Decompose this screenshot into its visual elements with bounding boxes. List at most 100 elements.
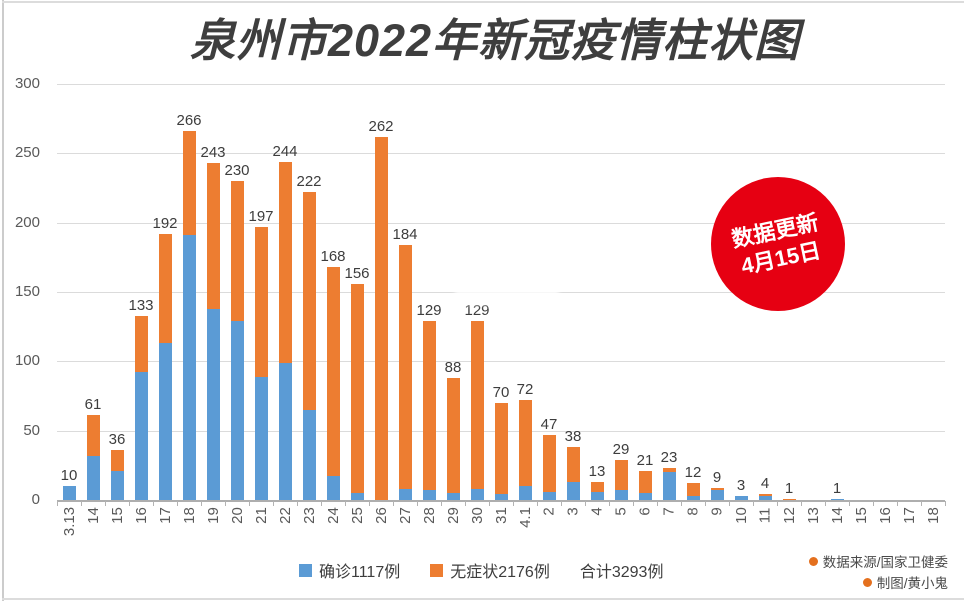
credit-source-line: 数据来源/国家卫健委 — [808, 551, 948, 571]
bar-segment-asymptomatic — [422, 321, 436, 491]
x-axis-tick — [873, 501, 874, 506]
credits: 数据来源/国家卫健委 制图/黄小鬼 — [808, 551, 948, 592]
bar-value-label: 168 — [320, 248, 346, 266]
y-tick-label: 0 — [31, 491, 40, 508]
bar-segment-confirmed — [110, 470, 124, 500]
bar-segment-asymptomatic — [710, 487, 724, 491]
x-axis-tick — [273, 501, 274, 506]
bar-segment-confirmed — [398, 488, 412, 500]
x-axis-tick — [897, 501, 898, 506]
x-tick-label: 2 — [540, 506, 558, 516]
bar-segment-asymptomatic — [758, 494, 772, 496]
x-axis-tick — [825, 501, 826, 506]
x-axis-tick — [225, 501, 226, 506]
x-axis-tick — [105, 501, 106, 506]
x-tick-label: 31 — [492, 507, 510, 524]
x-tick-label: 17 — [156, 507, 174, 524]
legend-item-confirmed: 确诊1117例 — [299, 558, 400, 582]
x-tick-label: 25 — [348, 507, 366, 524]
bar-segment-confirmed — [302, 409, 316, 500]
x-axis-tick — [249, 501, 250, 506]
x-tick-label: 15 — [852, 507, 870, 524]
x-tick-label: 16 — [132, 507, 150, 524]
bar-segment-asymptomatic — [254, 226, 268, 377]
bar-segment-confirmed — [134, 372, 148, 500]
bar-segment-asymptomatic — [398, 244, 412, 489]
bar-value-label: 266 — [176, 112, 202, 130]
credit-author-text: 制图/黄小鬼 — [876, 576, 948, 591]
x-axis-tick — [81, 501, 82, 506]
x-axis-tick — [681, 501, 682, 506]
bar-segment-confirmed — [62, 486, 76, 500]
bar-segment-confirmed — [638, 493, 652, 500]
bar-segment-confirmed — [86, 455, 100, 500]
bar-value-label: 12 — [684, 464, 702, 482]
bar-segment-confirmed — [686, 495, 700, 500]
bar-segment-confirmed — [542, 491, 556, 500]
x-axis-tick — [417, 501, 418, 506]
x-tick-label: 11 — [756, 507, 774, 523]
bar-value-label: 21 — [636, 451, 654, 469]
bar-segment-asymptomatic — [134, 315, 148, 373]
bar-segment-confirmed — [182, 235, 196, 500]
bar-value-label: 3 — [736, 476, 746, 494]
bar-segment-confirmed — [158, 343, 172, 500]
bar-segment-asymptomatic — [158, 233, 172, 344]
bar-value-label: 61 — [84, 396, 102, 414]
bar-segment-confirmed — [350, 493, 364, 500]
bar-segment-confirmed — [518, 486, 532, 500]
x-axis-tick — [177, 501, 178, 506]
bar-value-label: 129 — [464, 302, 490, 320]
bar-value-label: 72 — [516, 381, 534, 399]
x-tick-label: 14 — [828, 507, 846, 524]
bar-segment-confirmed — [278, 362, 292, 500]
bar-segment-asymptomatic — [374, 136, 388, 500]
credit-author-line: 制图/黄小鬼 — [862, 572, 948, 592]
bar-segment-asymptomatic — [470, 321, 484, 489]
gridline — [57, 361, 945, 363]
x-tick-label: 17 — [900, 507, 918, 524]
x-axis-tick — [345, 501, 346, 506]
bar-segment-confirmed — [326, 476, 340, 500]
x-axis-tick — [153, 501, 154, 506]
x-axis-tick — [537, 501, 538, 506]
y-tick-label: 150 — [14, 283, 40, 300]
bar-segment-asymptomatic — [86, 415, 100, 456]
bar-value-label: 4 — [760, 475, 770, 493]
bar-value-label: 29 — [612, 440, 630, 458]
x-tick-label: 29 — [444, 507, 462, 524]
bar-value-label: 47 — [540, 415, 558, 433]
y-tick-label: 50 — [23, 421, 40, 439]
bar-segment-asymptomatic — [638, 470, 652, 494]
x-tick-label: 18 — [924, 507, 942, 524]
bar-value-label: 230 — [224, 162, 250, 180]
bar-segment-asymptomatic — [782, 498, 796, 500]
bar-segment-confirmed — [590, 491, 604, 500]
y-tick-label: 200 — [14, 213, 40, 231]
x-tick-label: 21 — [252, 507, 270, 524]
bar-value-label: 192 — [152, 214, 178, 232]
x-axis-tick — [369, 501, 370, 506]
x-axis-tick — [945, 501, 946, 506]
x-axis-tick — [921, 501, 922, 506]
bar-segment-confirmed — [230, 321, 244, 500]
legend-item-total: 合计3293例 — [580, 558, 664, 582]
bar-value-label: 197 — [248, 207, 274, 225]
bar-segment-confirmed — [422, 490, 436, 500]
x-tick-label: 18 — [180, 507, 198, 524]
legend-label-asymptomatic: 无症状2176例 — [450, 564, 550, 581]
bar-value-label: 13 — [588, 462, 606, 480]
bar-segment-confirmed — [470, 488, 484, 500]
credit-source-text: 数据来源/国家卫健委 — [822, 555, 948, 570]
bar-segment-asymptomatic — [326, 267, 340, 477]
x-tick-label: 8 — [684, 506, 702, 516]
x-tick-label: 23 — [300, 507, 318, 524]
bar-value-label: 9 — [712, 468, 722, 486]
update-badge: 数据更新 4月15日 — [711, 177, 845, 311]
x-axis-tick — [465, 501, 466, 506]
x-tick-label: 12 — [780, 507, 798, 524]
x-axis-tick — [321, 501, 322, 506]
bar-segment-confirmed — [662, 472, 676, 500]
